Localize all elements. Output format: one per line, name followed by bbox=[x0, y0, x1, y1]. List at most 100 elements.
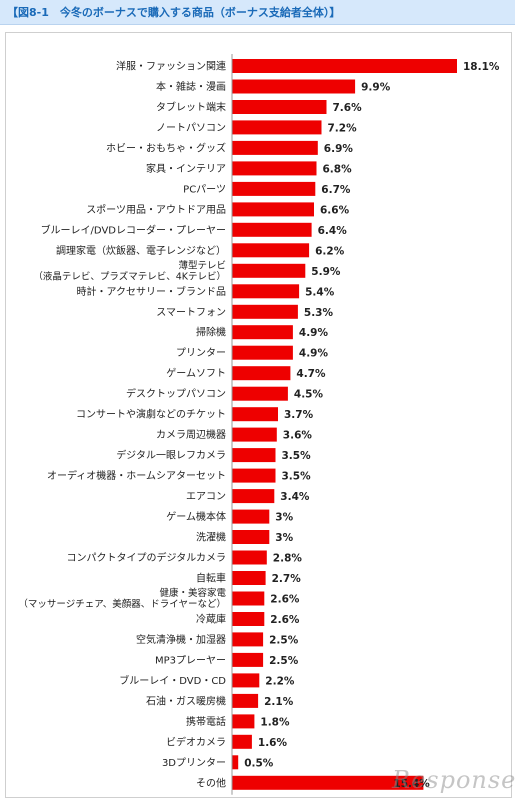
category-label-32: 携帯電話 bbox=[186, 715, 226, 728]
value-label-23: 3% bbox=[275, 532, 293, 544]
value-label-28: 2.5% bbox=[269, 634, 299, 646]
category-label-5: 家具・インテリア bbox=[146, 162, 226, 175]
category-label-3: ノートパソコン bbox=[156, 122, 226, 134]
value-label-14: 4.9% bbox=[299, 348, 329, 360]
value-label-31: 2.1% bbox=[264, 696, 294, 708]
bar-10 bbox=[232, 263, 306, 278]
category-label-27: 冷蔵庫 bbox=[196, 613, 226, 626]
value-label-17: 3.7% bbox=[284, 409, 314, 421]
category-label-4: ホビー・おもちゃ・グッズ bbox=[106, 141, 226, 154]
value-label-25: 2.7% bbox=[272, 573, 302, 585]
category-label-31: 石油・ガス暖房機 bbox=[146, 694, 226, 707]
value-label-26: 2.6% bbox=[270, 594, 300, 606]
bar-18 bbox=[232, 427, 277, 442]
bar-35 bbox=[232, 775, 424, 790]
value-label-2: 7.6% bbox=[333, 102, 363, 114]
bar-14 bbox=[232, 345, 293, 360]
category-label-10: 薄型テレビ（液晶テレビ、プラズマテレビ、4Kテレビ） bbox=[33, 259, 226, 282]
bar-2 bbox=[232, 100, 327, 114]
category-label-12: スマートフォン bbox=[156, 307, 226, 318]
bar-33 bbox=[232, 734, 252, 749]
value-label-7: 6.6% bbox=[320, 204, 350, 216]
value-label-21: 3.4% bbox=[280, 491, 310, 503]
category-label-21: エアコン bbox=[186, 492, 226, 503]
category-label-7: スポーツ用品・アウトドア用品 bbox=[86, 204, 226, 216]
watermark-logo: Response. bbox=[392, 766, 515, 794]
bar-31 bbox=[232, 693, 259, 708]
value-label-16: 4.5% bbox=[294, 389, 324, 401]
value-label-24: 2.8% bbox=[273, 553, 303, 565]
category-label-26: 健康・美容家電（マッサージチェア、美顔器、ドライヤーなど） bbox=[18, 587, 226, 610]
bar-20 bbox=[232, 468, 276, 483]
bar-7 bbox=[232, 202, 314, 217]
bar-27 bbox=[232, 612, 265, 626]
category-label-2: タブレット端末 bbox=[156, 101, 226, 114]
value-label-22: 3% bbox=[275, 512, 293, 524]
bar-15 bbox=[232, 366, 291, 381]
category-label-17: コンサートや演劇などのチケット bbox=[76, 408, 226, 421]
bar-12 bbox=[232, 304, 298, 319]
value-label-6: 6.7% bbox=[321, 184, 351, 196]
category-label-1: 本・雑誌・漫画 bbox=[156, 80, 226, 93]
category-label-18: カメラ周辺機器 bbox=[156, 428, 226, 441]
bar-23 bbox=[232, 530, 270, 544]
bar-17 bbox=[232, 407, 278, 422]
category-label-30: ブルーレイ・DVD・CD bbox=[119, 674, 226, 687]
value-label-11: 5.4% bbox=[305, 286, 335, 298]
bar-34 bbox=[232, 755, 239, 770]
category-label-28: 空気清浄機・加湿器 bbox=[136, 633, 226, 646]
category-label-19: デジタル一眼レフカメラ bbox=[116, 449, 226, 462]
category-label-33: ビデオカメラ bbox=[166, 735, 226, 748]
bar-5 bbox=[232, 161, 317, 176]
value-label-34: 0.5% bbox=[244, 757, 274, 769]
value-label-29: 2.5% bbox=[269, 655, 299, 667]
bar-22 bbox=[232, 509, 270, 524]
bar-19 bbox=[232, 448, 276, 463]
value-label-12: 5.3% bbox=[304, 307, 334, 319]
bar-21 bbox=[232, 489, 275, 504]
value-label-33: 1.6% bbox=[258, 737, 288, 749]
category-label-14: プリンター bbox=[176, 347, 226, 359]
value-label-19: 3.5% bbox=[282, 450, 312, 462]
value-label-8: 6.4% bbox=[318, 225, 348, 237]
value-label-5: 6.8% bbox=[323, 163, 353, 175]
bar-29 bbox=[232, 652, 264, 667]
category-label-35: その他 bbox=[196, 776, 226, 789]
value-label-32: 1.8% bbox=[260, 716, 290, 728]
category-label-25: 自転車 bbox=[196, 572, 226, 585]
value-label-3: 7.2% bbox=[328, 122, 358, 134]
value-label-13: 4.9% bbox=[299, 327, 329, 339]
value-label-1: 9.9% bbox=[361, 82, 391, 94]
category-label-11: 時計・アクセサリー・ブランド品 bbox=[77, 285, 227, 298]
value-label-27: 2.6% bbox=[270, 614, 300, 626]
bar-1 bbox=[232, 79, 356, 94]
category-label-13: 掃除機 bbox=[196, 326, 226, 339]
bar-26 bbox=[232, 591, 265, 606]
bar-25 bbox=[232, 571, 266, 585]
bar-11 bbox=[232, 284, 300, 299]
value-label-4: 6.9% bbox=[324, 143, 354, 155]
bar-6 bbox=[232, 181, 316, 196]
bar-3 bbox=[232, 120, 322, 135]
category-label-23: 洗濯機 bbox=[196, 531, 226, 544]
bar-30 bbox=[232, 673, 260, 688]
bar-24 bbox=[232, 550, 267, 565]
bar-0 bbox=[232, 59, 457, 73]
category-label-0: 洋服・ファッション関連 bbox=[116, 60, 226, 73]
value-label-9: 6.2% bbox=[315, 245, 345, 257]
category-label-22: ゲーム機本体 bbox=[166, 510, 226, 523]
category-label-20: オーディオ機器・ホームシアターセット bbox=[47, 469, 226, 482]
value-label-18: 3.6% bbox=[283, 430, 313, 442]
bar-16 bbox=[232, 386, 288, 401]
category-label-15: ゲームソフト bbox=[166, 368, 226, 380]
bar-9 bbox=[232, 243, 310, 258]
bar-32 bbox=[232, 714, 255, 729]
bar-8 bbox=[232, 222, 312, 237]
category-label-34: 3Dプリンター bbox=[162, 757, 226, 769]
category-label-8: ブルーレイ/DVDレコーダー・プレーヤー bbox=[41, 223, 226, 236]
value-label-30: 2.2% bbox=[265, 675, 295, 687]
bar-28 bbox=[232, 632, 264, 647]
chart-title: 【図8-1 今冬のボーナスで購入する商品（ボーナス支給者全体）】 bbox=[7, 6, 341, 19]
title-bar: 【図8-1 今冬のボーナスで購入する商品（ボーナス支給者全体）】 bbox=[0, 0, 515, 25]
